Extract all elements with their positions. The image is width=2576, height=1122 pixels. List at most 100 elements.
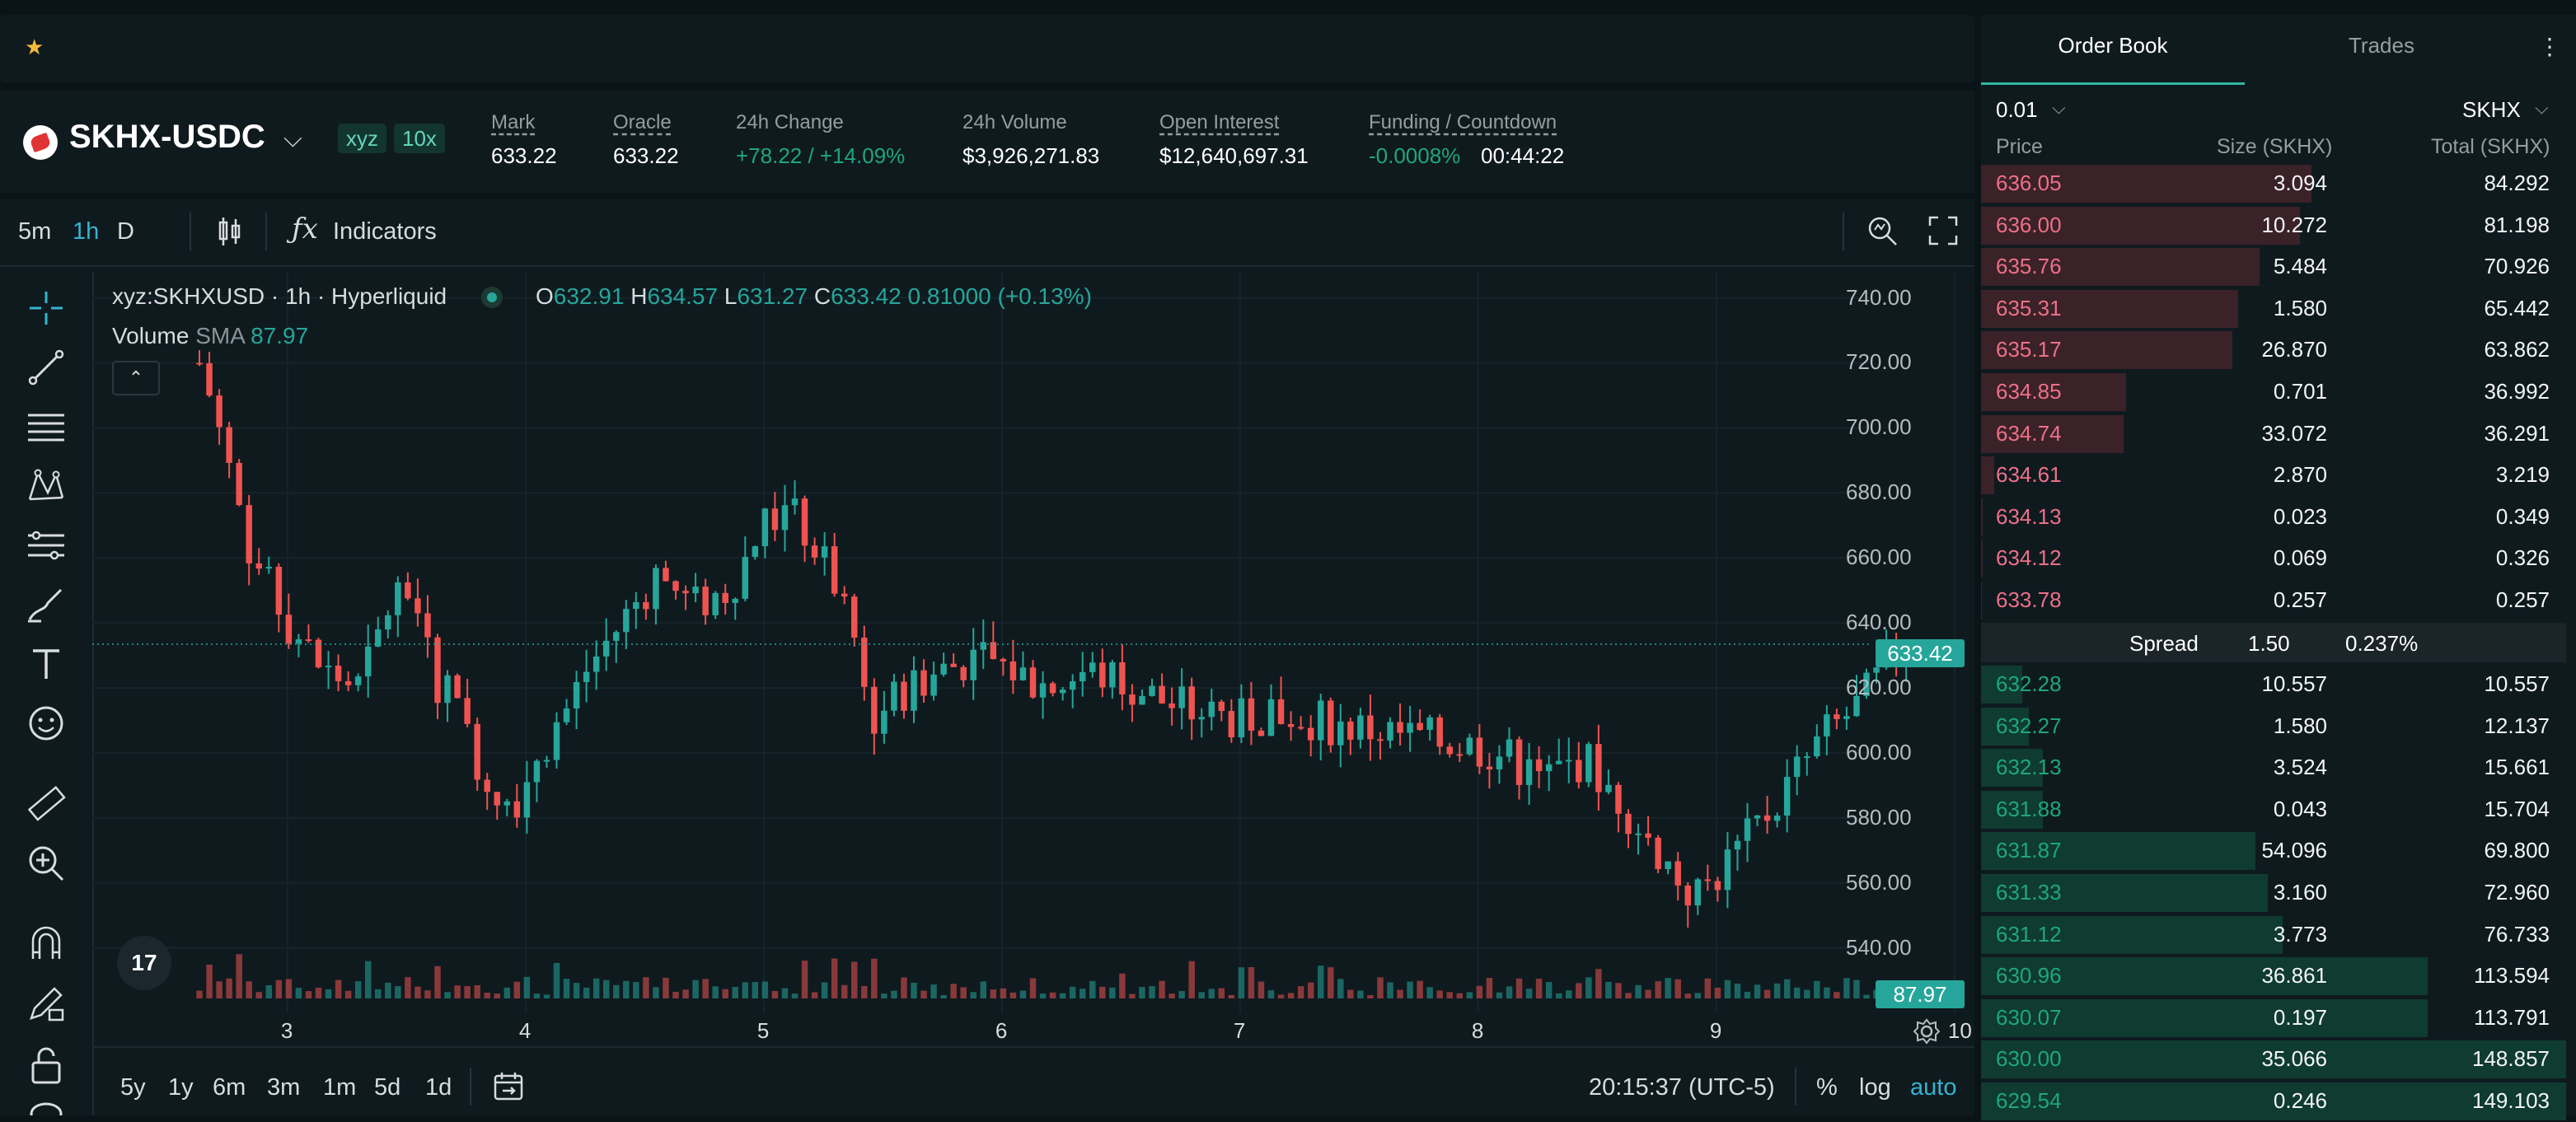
range-1y[interactable]: 1y <box>168 1074 194 1101</box>
bid-row[interactable]: 630.07 0.197 113.791 <box>1981 998 2566 1039</box>
quick-search-icon[interactable] <box>1866 214 1899 247</box>
text-icon[interactable] <box>25 643 68 685</box>
lock-icon[interactable] <box>25 1045 68 1087</box>
more-options-icon[interactable]: ⋮ <box>2538 34 2561 59</box>
candle-body <box>1804 756 1810 759</box>
bid-total: 149.103 <box>2472 1088 2550 1113</box>
settings-icon[interactable] <box>1913 1018 1940 1045</box>
tab-order-book[interactable]: Order Book <box>2058 33 2168 58</box>
tab-trades[interactable]: Trades <box>2349 33 2414 58</box>
candle-body <box>1328 700 1334 746</box>
mark-label: Mark <box>491 111 536 133</box>
percent-scale-toggle[interactable]: % <box>1816 1074 1838 1101</box>
candle-body <box>871 686 878 734</box>
timeframe-1h[interactable]: 1h <box>73 218 100 245</box>
chevron-down-icon[interactable]: ⌵ <box>2535 97 2549 118</box>
unit-select[interactable]: SKHX <box>2462 97 2521 122</box>
price-chart[interactable] <box>92 272 1974 1046</box>
leverage-badge[interactable]: 10x <box>394 124 445 153</box>
ask-row[interactable]: 634.13 0.023 0.349 <box>1981 497 2566 538</box>
spread-label: Spread <box>2129 631 2199 656</box>
date-tick-label: 7 <box>1233 1018 1246 1043</box>
range-6m[interactable]: 6m <box>213 1074 246 1101</box>
bid-row[interactable]: 629.54 0.246 149.103 <box>1981 1081 2566 1122</box>
function-icon[interactable]: ƒx <box>292 213 318 245</box>
trend-line-icon[interactable] <box>25 346 68 389</box>
volume-bar <box>1287 993 1295 998</box>
ask-row[interactable]: 634.74 33.072 36.291 <box>1981 414 2566 455</box>
crosshair-icon[interactable] <box>25 287 68 330</box>
timeframe-d[interactable]: D <box>117 218 134 245</box>
bid-size: 0.043 <box>2273 796 2327 821</box>
pattern-icon[interactable] <box>25 465 68 507</box>
candle-body <box>1367 715 1374 740</box>
zoom-in-icon[interactable] <box>25 842 68 885</box>
ask-row[interactable]: 635.31 1.580 65.442 <box>1981 288 2566 330</box>
volume-bar <box>732 986 738 998</box>
ask-row[interactable]: 633.78 0.257 0.257 <box>1981 580 2566 621</box>
emoji-icon[interactable] <box>25 702 68 745</box>
fullscreen-icon[interactable] <box>1928 216 1958 245</box>
range-1m[interactable]: 1m <box>323 1074 357 1101</box>
ask-row[interactable]: 635.76 5.484 70.926 <box>1981 246 2566 288</box>
volume-bar <box>1397 989 1403 998</box>
star-icon[interactable]: ★ <box>25 35 44 59</box>
chevron-down-icon[interactable]: ⌵ <box>283 125 302 152</box>
bid-row[interactable]: 630.00 35.066 148.857 <box>1981 1039 2566 1080</box>
open-label: O <box>536 283 554 309</box>
tradingview-logo-icon[interactable]: 17 <box>117 936 171 990</box>
tick-size-select[interactable]: 0.01 <box>1996 97 2038 122</box>
range-5y[interactable]: 5y <box>120 1074 146 1101</box>
toolbar-divider <box>470 1068 471 1106</box>
pair-name[interactable]: SKHX-USDC <box>69 119 265 155</box>
bid-row[interactable]: 630.96 36.861 113.594 <box>1981 956 2566 997</box>
auto-scale-toggle[interactable]: auto <box>1910 1074 1957 1101</box>
chevron-down-icon[interactable]: ⌵ <box>2052 97 2066 118</box>
collapse-legend-button[interactable]: ⌃ <box>112 361 160 395</box>
bid-row[interactable]: 631.12 3.773 76.733 <box>1981 914 2566 956</box>
date-range-icon[interactable] <box>493 1071 524 1102</box>
ruler-icon[interactable] <box>25 783 68 825</box>
bid-row[interactable]: 631.33 3.160 72.960 <box>1981 872 2566 914</box>
bid-row[interactable]: 631.88 0.043 15.704 <box>1981 789 2566 830</box>
magnet-icon[interactable] <box>25 923 68 965</box>
price-tick-label: 540.00 <box>1846 934 1912 960</box>
volume-bar <box>1476 985 1483 998</box>
range-5d[interactable]: 5d <box>374 1074 401 1101</box>
bid-row[interactable]: 632.27 1.580 12.137 <box>1981 706 2566 747</box>
timeframe-5m[interactable]: 5m <box>18 218 52 245</box>
ask-price: 634.74 <box>1996 420 2062 446</box>
candle-body <box>494 792 500 806</box>
bid-row[interactable]: 632.28 10.557 10.557 <box>1981 664 2566 705</box>
volume-bar <box>1426 987 1433 998</box>
lock-drawing-icon[interactable] <box>25 982 68 1025</box>
date-tick-label: 5 <box>756 1018 770 1043</box>
ask-row[interactable]: 635.17 26.870 63.862 <box>1981 330 2566 371</box>
indicators-button[interactable]: Indicators <box>333 218 437 245</box>
ask-row[interactable]: 634.85 0.701 36.992 <box>1981 372 2566 413</box>
prediction-icon[interactable] <box>25 524 68 567</box>
ask-row[interactable]: 634.12 0.069 0.326 <box>1981 538 2566 579</box>
brush-icon[interactable] <box>25 583 68 626</box>
range-1d[interactable]: 1d <box>425 1074 452 1101</box>
range-3m[interactable]: 3m <box>267 1074 301 1101</box>
candle-body <box>216 395 222 428</box>
volume-bar <box>602 979 610 998</box>
toolbar-divider <box>1843 213 1844 250</box>
eye-icon[interactable] <box>25 1099 68 1115</box>
ask-price: 634.12 <box>1996 545 2062 571</box>
log-scale-toggle[interactable]: log <box>1859 1074 1891 1101</box>
ask-row[interactable]: 634.61 2.870 3.219 <box>1981 455 2566 496</box>
bid-row[interactable]: 632.13 3.524 15.661 <box>1981 747 2566 788</box>
fib-retracement-icon[interactable] <box>25 405 68 448</box>
ask-row[interactable]: 636.05 3.094 84.292 <box>1981 163 2566 204</box>
candle-body <box>474 723 480 780</box>
candle-body <box>344 680 352 685</box>
candle-body <box>246 505 252 563</box>
candle-type-icon[interactable] <box>216 216 242 247</box>
ask-row[interactable]: 636.00 10.272 81.198 <box>1981 205 2566 246</box>
bid-row[interactable]: 631.87 54.096 69.800 <box>1981 830 2566 872</box>
chart-clock[interactable]: 20:15:37 (UTC-5) <box>1589 1074 1775 1101</box>
candle-body <box>1515 739 1523 785</box>
volume-bar <box>295 988 302 998</box>
